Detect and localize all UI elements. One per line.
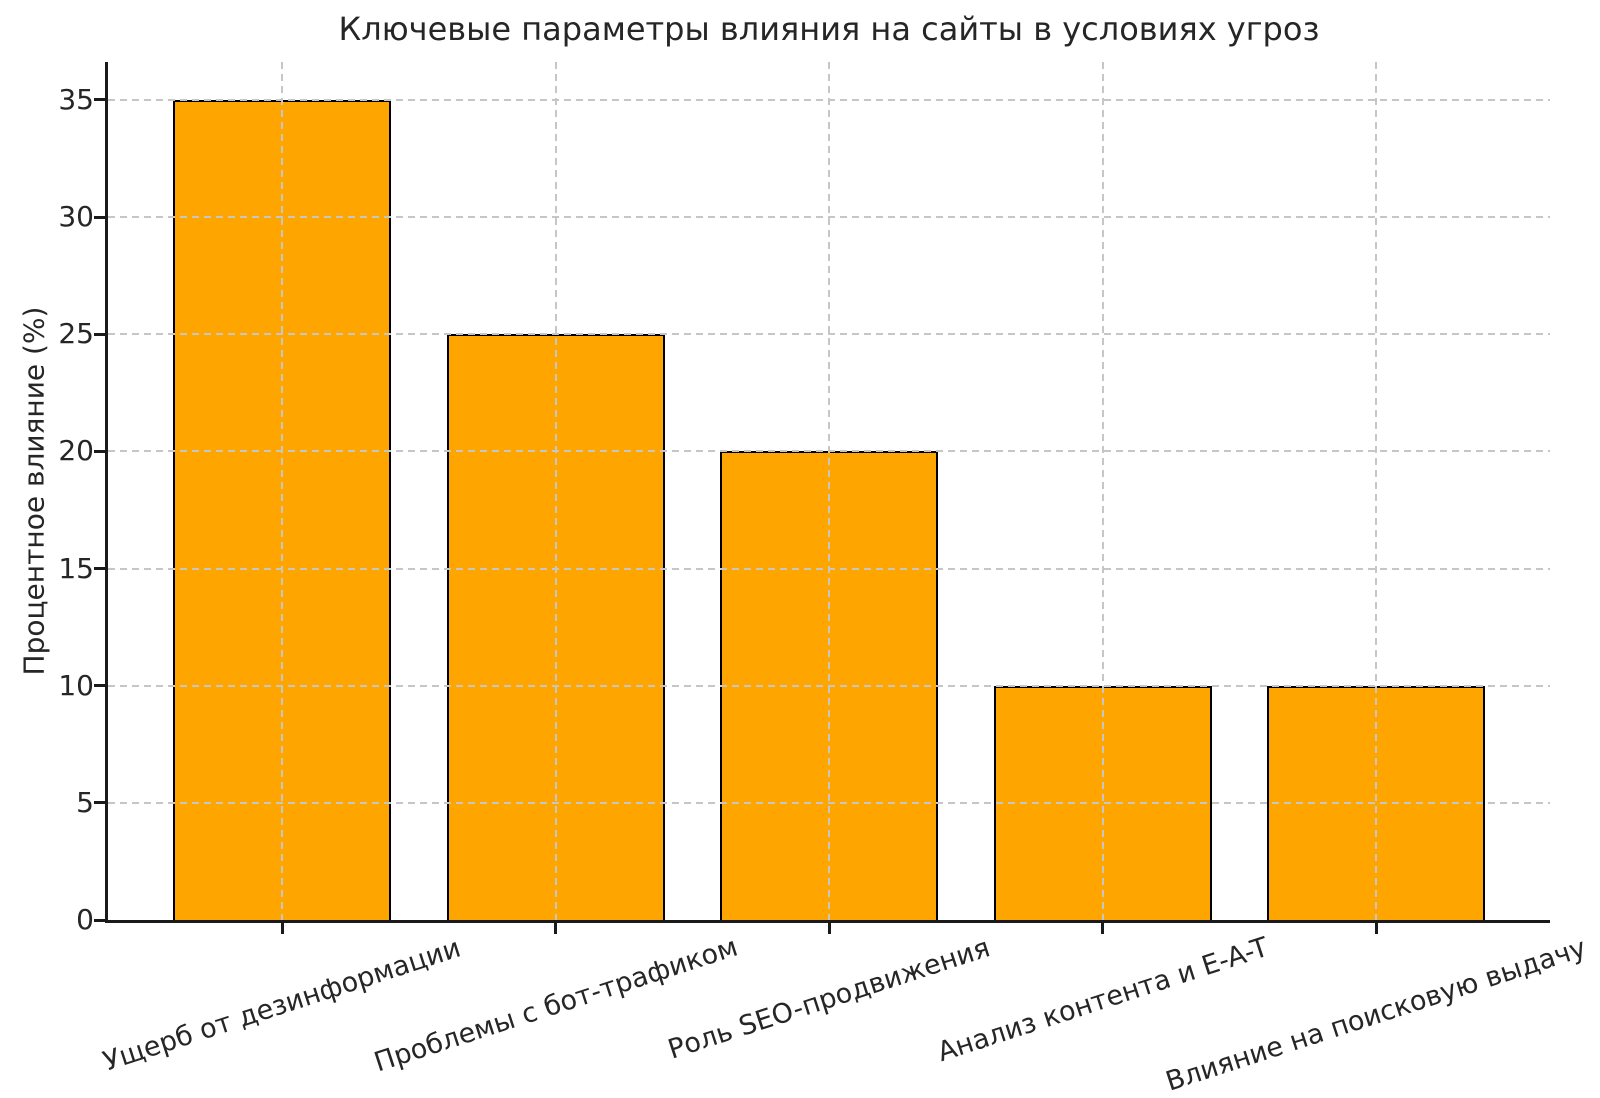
plot-area xyxy=(94,62,1550,934)
left-spine xyxy=(105,62,108,923)
y-tick-mark xyxy=(94,216,105,219)
y-tick-mark xyxy=(94,98,105,101)
y-axis-label: Процентное влияние (%) xyxy=(17,306,51,676)
y-tick-label: 0 xyxy=(76,903,94,936)
y-tick-label: 20 xyxy=(58,434,94,467)
x-tick-mark xyxy=(1375,923,1378,934)
bottom-spine xyxy=(105,920,1550,923)
y-tick-mark xyxy=(94,333,105,336)
v-gridline xyxy=(1102,62,1104,920)
y-tick-mark xyxy=(94,801,105,804)
y-tick-label: 5 xyxy=(76,786,94,819)
x-tick-mark xyxy=(281,923,284,934)
x-tick-mark xyxy=(828,923,831,934)
y-tick-mark xyxy=(94,919,105,922)
v-gridline xyxy=(281,62,283,920)
x-tick-mark xyxy=(554,923,557,934)
y-tick-label: 25 xyxy=(58,317,94,350)
v-gridline xyxy=(1375,62,1377,920)
y-tick-mark xyxy=(94,567,105,570)
y-tick-label: 30 xyxy=(58,200,94,233)
v-gridline xyxy=(555,62,557,920)
y-tick-label: 10 xyxy=(58,669,94,702)
y-tick-label: 15 xyxy=(58,552,94,585)
y-tick-mark xyxy=(94,450,105,453)
x-tick-mark xyxy=(1101,923,1104,934)
chart-title: Ключевые параметры влияния на сайты в ус… xyxy=(338,10,1320,48)
v-gridline xyxy=(828,62,830,920)
y-tick-label: 35 xyxy=(58,83,94,116)
y-tick-mark xyxy=(94,684,105,687)
